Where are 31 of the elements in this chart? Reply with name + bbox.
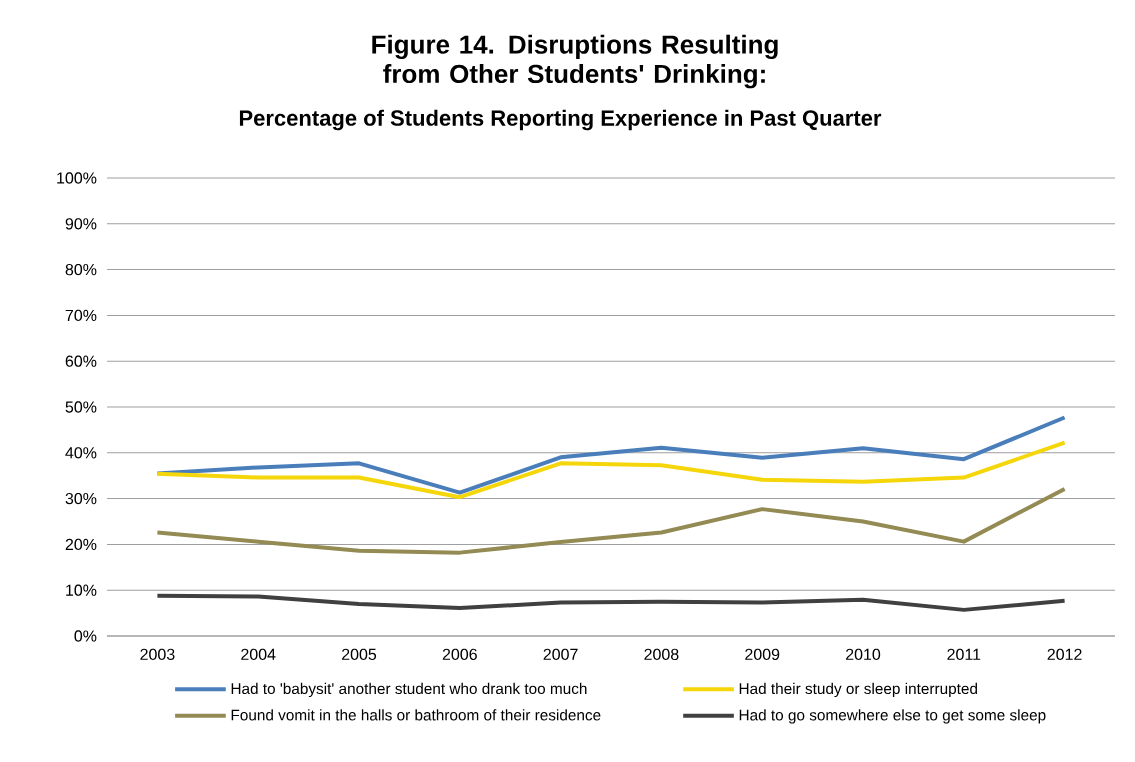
- line-series: [155, 440, 1067, 500]
- x-tick-label: 2012: [1047, 648, 1082, 661]
- y-tick-label: 0%: [74, 630, 97, 642]
- legend-label: Had to go somewhere else to get some sleep: [739, 709, 1046, 724]
- line-series: [155, 593, 1067, 612]
- x-tick-label: 2004: [241, 648, 276, 661]
- legend-label: Had their study or sleep interrupted: [739, 682, 977, 698]
- y-tick-label: 60%: [65, 355, 97, 367]
- chart-title: Figure 14. Disruptions Resulting from Other Students' Drinking:: [372, 34, 778, 89]
- y-tick-label: 10%: [66, 584, 97, 596]
- line-series: [155, 486, 1067, 555]
- x-tick-label: 2008: [644, 648, 679, 661]
- y-tick-label: 40%: [65, 447, 97, 459]
- x-tick-label: 2011: [947, 648, 981, 661]
- y-tick-label: 30%: [65, 492, 97, 505]
- y-tick-label: 50%: [65, 401, 97, 413]
- y-tick-label: 100%: [57, 172, 97, 184]
- x-tick-label: 2006: [442, 648, 477, 661]
- x-tick-label: 2005: [342, 648, 377, 661]
- y-tick-label: 80%: [65, 263, 97, 276]
- chart-subtitle: Percentage of Students Reporting Experience in Past Quarter: [239, 109, 882, 131]
- y-tick-label: 70%: [65, 309, 97, 322]
- x-tick-label: 2010: [846, 648, 881, 661]
- x-tick-label: 2009: [745, 648, 780, 661]
- y-tick-label: 20%: [65, 538, 97, 551]
- line-series: [155, 415, 1067, 495]
- y-tick-label: 90%: [65, 218, 97, 230]
- legend-label: Had to 'babysit' another student who drank too much: [231, 682, 587, 698]
- x-tick-label: 2007: [543, 648, 578, 661]
- x-tick-label: 2003: [140, 648, 175, 661]
- legend-label: Found vomit in the halls or bathroom of their residence: [231, 709, 601, 721]
